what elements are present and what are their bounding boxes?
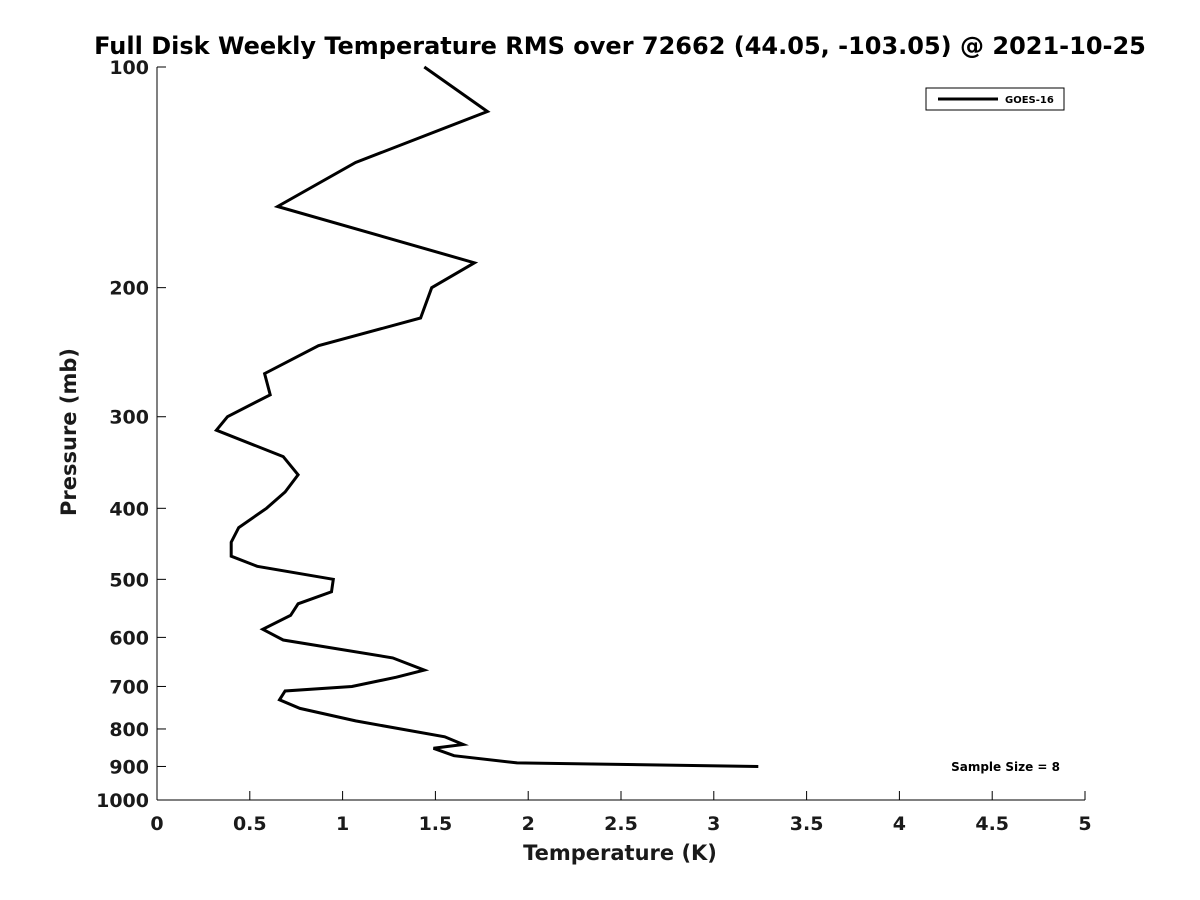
y-tick-label: 800: [109, 719, 149, 741]
y-tick-label: 1000: [96, 790, 149, 812]
x-tick-label: 4.5: [975, 813, 1009, 835]
x-tick-label: 1.5: [419, 813, 453, 835]
x-tick-label: 5: [1078, 813, 1091, 835]
x-axis-label: Temperature (K): [523, 841, 717, 865]
series-line-goes-16: [213, 65, 759, 768]
y-tick-label: 600: [109, 627, 149, 649]
chart-title: Full Disk Weekly Temperature RMS over 72…: [94, 32, 1146, 60]
y-tick-label: 400: [109, 498, 149, 520]
y-tick-label: 200: [109, 278, 149, 300]
y-tick-label: 100: [109, 57, 149, 79]
x-tick-label: 3: [707, 813, 720, 835]
legend: GOES-16: [925, 87, 1065, 111]
x-tick-label: 3.5: [790, 813, 824, 835]
y-tick-label: 500: [109, 569, 149, 591]
x-tick-label: 2.5: [604, 813, 638, 835]
y-tick-label: 300: [109, 407, 149, 429]
x-tick-label: 2: [522, 813, 535, 835]
x-tick-label: 1: [336, 813, 349, 835]
x-tick-label: 0.5: [233, 813, 267, 835]
x-tick-label: 4: [893, 813, 906, 835]
x-tick-label: 0: [150, 813, 163, 835]
y-tick-label: 700: [109, 676, 149, 698]
y-axis-label: Pressure (mb): [57, 348, 81, 516]
sample-size-annotation: Sample Size = 8: [951, 760, 1060, 774]
y-tick-label: 900: [109, 756, 149, 778]
plot-area: 0 0.5 1 1.5 2 2.5 3 3.5 4 4.5 5 100 200 300 400 500 600 7…: [96, 57, 1092, 835]
legend-label-goes-16: GOES-16: [1005, 95, 1054, 106]
